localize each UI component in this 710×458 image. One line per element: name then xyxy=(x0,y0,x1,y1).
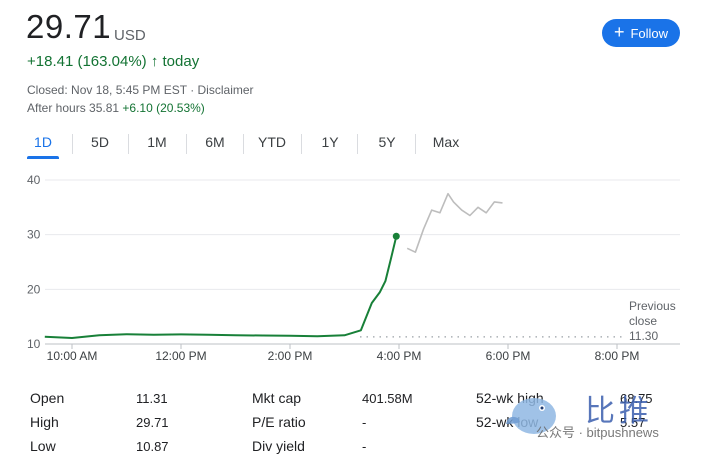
x-tick-label: 10:00 AM xyxy=(47,349,98,363)
after-hours-change: +6.10 (20.53%) xyxy=(122,101,205,115)
tab-5y[interactable]: 5Y xyxy=(378,134,396,150)
stat-open-value: 11.31 xyxy=(136,391,168,406)
y-tick-label: 20 xyxy=(27,282,41,296)
y-tick-label: 10 xyxy=(27,337,41,351)
tab-1y[interactable]: 1Y xyxy=(321,134,339,150)
tab-divider xyxy=(301,134,302,154)
x-tick-label: 4:00 PM xyxy=(377,349,422,363)
tab-1m[interactable]: 1M xyxy=(147,134,167,150)
stat-high-value: 29.71 xyxy=(136,415,169,430)
stat-high-label: High xyxy=(30,414,59,430)
stat-mktcap-label: Mkt cap xyxy=(252,390,302,406)
tab-divider xyxy=(243,134,244,154)
plus-icon: + xyxy=(613,22,625,42)
change-period: today xyxy=(162,53,200,70)
previous-close-value: 11.30 xyxy=(629,329,658,343)
stat-52wk-low-value: 5.57 xyxy=(620,415,646,430)
tab-ytd[interactable]: YTD xyxy=(258,134,286,150)
stat-low-value: 10.87 xyxy=(136,439,169,454)
previous-close-label: Previous xyxy=(629,299,676,313)
stat-52wk-high-label: 52-wk high xyxy=(476,390,544,406)
stat-52wk-low-label: 52-wk low xyxy=(476,414,539,430)
tab-5d[interactable]: 5D xyxy=(91,134,109,150)
last-price-dot xyxy=(392,232,400,240)
x-tick-label: 6:00 PM xyxy=(486,349,531,363)
x-tick-label: 8:00 PM xyxy=(595,349,640,363)
tab-6m[interactable]: 6M xyxy=(205,134,225,150)
tab-divider xyxy=(128,134,129,154)
price-change-value: +18.41 (163.04%) xyxy=(27,53,147,70)
stat-divyield-label: Div yield xyxy=(252,438,305,454)
follow-button-label: Follow xyxy=(630,25,669,41)
tab-divider xyxy=(415,134,416,154)
price-change: +18.41 (163.04%) ↑ today xyxy=(27,53,199,70)
stat-52wk-high-value: 68.75 xyxy=(620,391,653,406)
x-tick-label: 2:00 PM xyxy=(268,349,313,363)
arrow-up-icon: ↑ xyxy=(150,53,159,70)
tab-divider xyxy=(72,134,73,154)
stat-divyield-value: - xyxy=(362,439,367,454)
stock-price: 29.71 xyxy=(26,8,112,45)
price-chart[interactable]: 40 30 20 10 10:00 AM 12:00 PM 2:00 PM 4:00 PM 6:… xyxy=(0,164,710,369)
stat-pe-value: - xyxy=(362,415,367,430)
follow-button[interactable]: + Follow xyxy=(602,19,680,47)
tab-divider xyxy=(186,134,187,154)
currency-label: USD xyxy=(114,27,146,44)
stat-mktcap-value: 401.58M xyxy=(362,391,413,406)
after-hours-quote: After hours 35.81 +6.10 (20.53%) xyxy=(27,101,205,115)
after-hours-price: After hours 35.81 xyxy=(27,101,120,115)
previous-close-label: close xyxy=(629,314,657,328)
y-tick-label: 40 xyxy=(27,173,41,187)
y-tick-label: 30 xyxy=(27,228,41,242)
market-status: Closed: Nov 18, 5:45 PM EST · Disclaimer xyxy=(27,83,254,97)
stat-pe-label: P/E ratio xyxy=(252,414,306,430)
stat-low-label: Low xyxy=(30,438,56,454)
x-tick-label: 12:00 PM xyxy=(155,349,206,363)
tab-1d[interactable]: 1D xyxy=(27,134,59,159)
after-hours-line xyxy=(406,192,503,253)
tab-max[interactable]: Max xyxy=(432,134,460,150)
tab-divider xyxy=(357,134,358,154)
stat-open-label: Open xyxy=(30,390,65,406)
regular-session-line xyxy=(44,236,398,339)
